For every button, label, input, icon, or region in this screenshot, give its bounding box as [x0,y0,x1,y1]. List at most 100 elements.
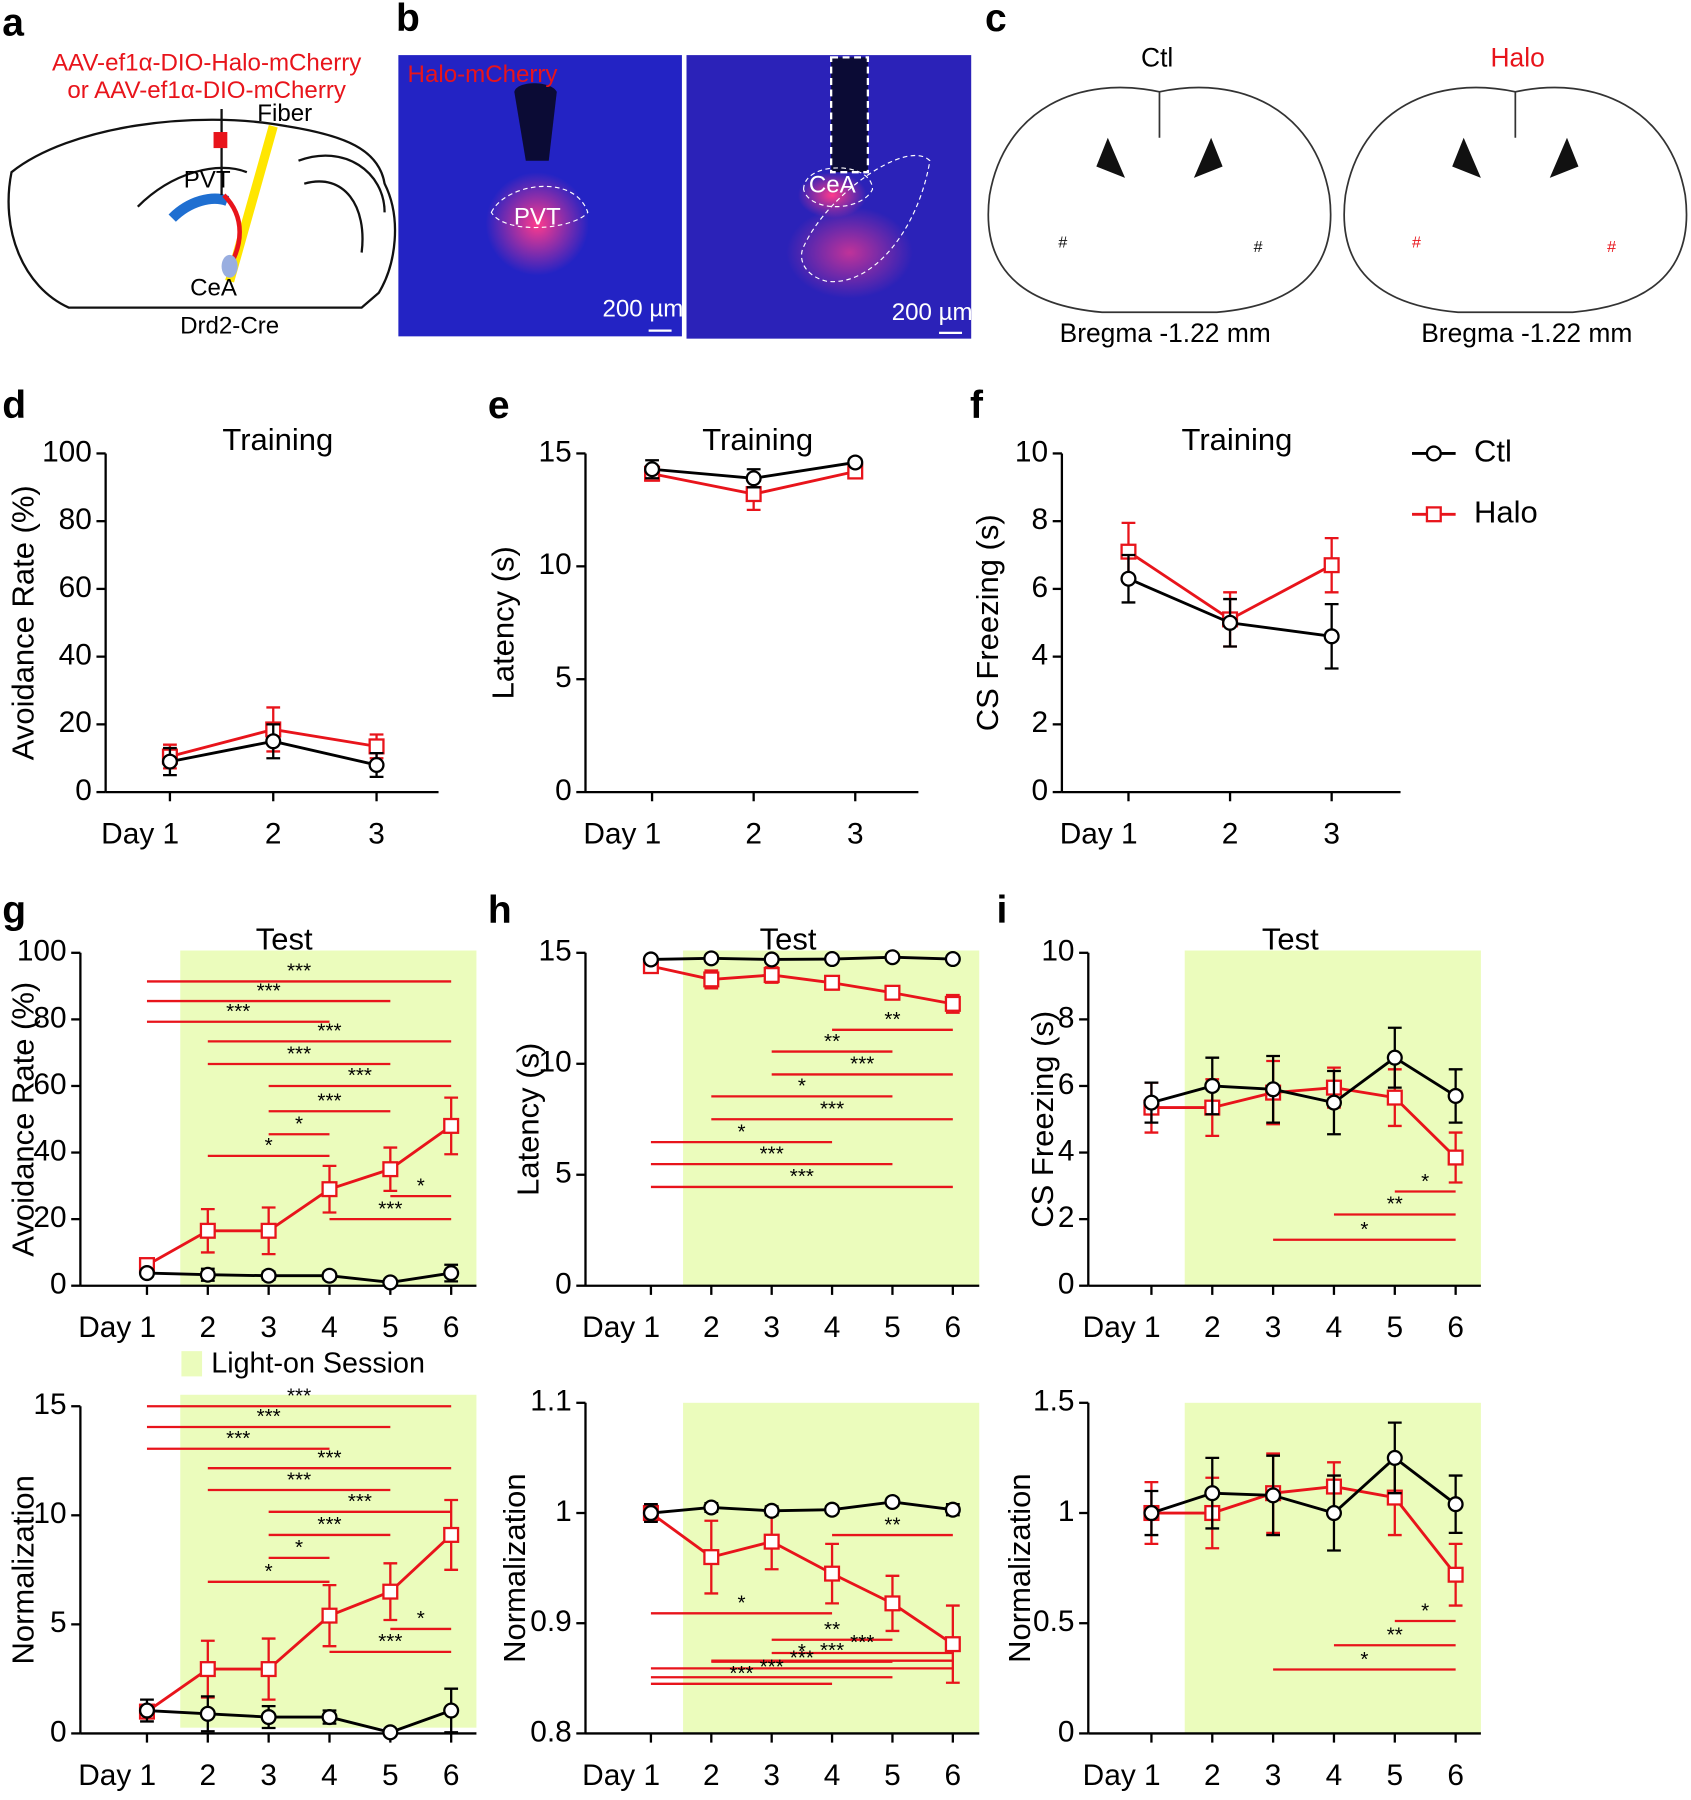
y-axis-label: Avoidance Rate (%) [5,982,40,1257]
significance-label: ** [884,1513,900,1536]
y-tick-label: 0 [75,774,92,807]
y-tick-label: 10 [1041,935,1074,968]
x-tick-label: 3 [260,1311,277,1344]
panel-c: c # # # # Ctl Halo Bregma -1.22 mm Bregm… [985,0,1688,348]
x-tick-label: 6 [945,1759,962,1792]
marker [1386,1449,1403,1466]
x-tick-label: Day 1 [582,1311,660,1344]
panel-letter: d [2,384,26,427]
y-tick-label: 5 [50,1606,67,1639]
significance-label: *** [850,1631,874,1654]
marker [884,1493,901,1511]
x-tick-label: 6 [1447,1311,1464,1344]
panel-letter: i [996,889,1007,932]
marker [382,1724,399,1741]
chart-title: Training [1182,422,1293,457]
significance-label: * [798,1075,806,1098]
marker [321,1181,338,1198]
x-tick-label: 2 [1222,818,1239,851]
significance-label: *** [760,1142,784,1165]
fiber-track [514,83,557,161]
significance-label: ** [884,1008,900,1031]
significance-label: * [417,1174,425,1197]
cea-label: CeA [809,171,857,198]
group-label: Halo [1490,43,1544,73]
y-tick-label: 20 [33,1201,66,1234]
marker [884,1595,901,1612]
significance-label: *** [257,979,281,1002]
significance-label: * [1421,1170,1429,1193]
series-line [650,964,954,1006]
marker [644,461,661,478]
significance-label: *** [226,1427,250,1450]
panel-letter: g [2,889,26,932]
marker [884,984,901,1001]
light-on-shade [683,950,980,1286]
significance-label: * [265,1560,273,1583]
y-tick-label: 80 [33,1001,66,1034]
marker [763,951,780,968]
y-axis-label: CS Freezing (s) [1025,1011,1060,1228]
y-tick-label: 10 [539,1046,572,1079]
marker [1425,445,1442,462]
x-tick-label: 2 [265,818,282,851]
marker [824,1501,841,1518]
brain-detail [136,154,386,253]
significance-label: *** [850,1053,874,1076]
series-line [650,1511,954,1646]
marker [944,995,961,1012]
x-tick-label: 4 [1326,1311,1343,1344]
x-tick-label: 5 [884,1759,901,1792]
marker [745,470,762,487]
ventricle [1096,137,1223,178]
y-tick-label: 1 [555,1495,572,1528]
marker [944,1636,961,1653]
x-tick-label: 4 [321,1311,338,1344]
fiber-site: # [1607,238,1616,256]
y-tick-label: 2 [1032,706,1049,739]
y-tick-label: 40 [59,639,92,672]
coronal-section [987,86,1332,314]
x-tick-label: 5 [382,1759,399,1792]
group-label: Ctl [1141,43,1173,73]
marker [382,1274,399,1291]
significance-label: *** [226,1000,250,1023]
pvt-label: PVT [184,167,231,194]
y-tick-label: 4 [1058,1134,1075,1167]
significance-label: * [737,1592,745,1615]
y-tick-label: 60 [59,571,92,604]
y-tick-label: 0 [1058,1268,1075,1301]
coronal-section [1343,86,1688,314]
y-tick-label: 40 [33,1134,66,1167]
fiber-track [830,56,870,174]
significance-label: * [295,1113,303,1136]
x-tick-label: 5 [382,1311,399,1344]
series-line [1151,1485,1457,1576]
marker [642,951,659,968]
x-tick-label: 2 [703,1759,720,1792]
marker [382,1583,399,1600]
light-on-shade [1184,1402,1481,1734]
cea-region [221,254,238,278]
bregma-label: Bregma -1.22 mm [1060,318,1271,348]
x-tick-label: 2 [200,1311,217,1344]
marker [763,1533,780,1550]
marker [824,1565,841,1582]
bregma-label: Bregma -1.22 mm [1421,318,1632,348]
series-line [146,1124,453,1267]
marker [443,1265,460,1282]
marker [1325,1094,1342,1111]
x-tick-label: 2 [200,1759,217,1792]
series-line [1151,1055,1457,1105]
pvt-region [168,193,230,222]
light-on-shade [180,1394,477,1728]
marker [1323,557,1340,574]
fiber-site: # [1254,238,1263,256]
significance-label: *** [287,1468,311,1491]
y-tick-label: 8 [1032,503,1049,536]
panel-letter: c [985,0,1007,40]
marker [1425,506,1442,523]
marker [944,950,961,968]
